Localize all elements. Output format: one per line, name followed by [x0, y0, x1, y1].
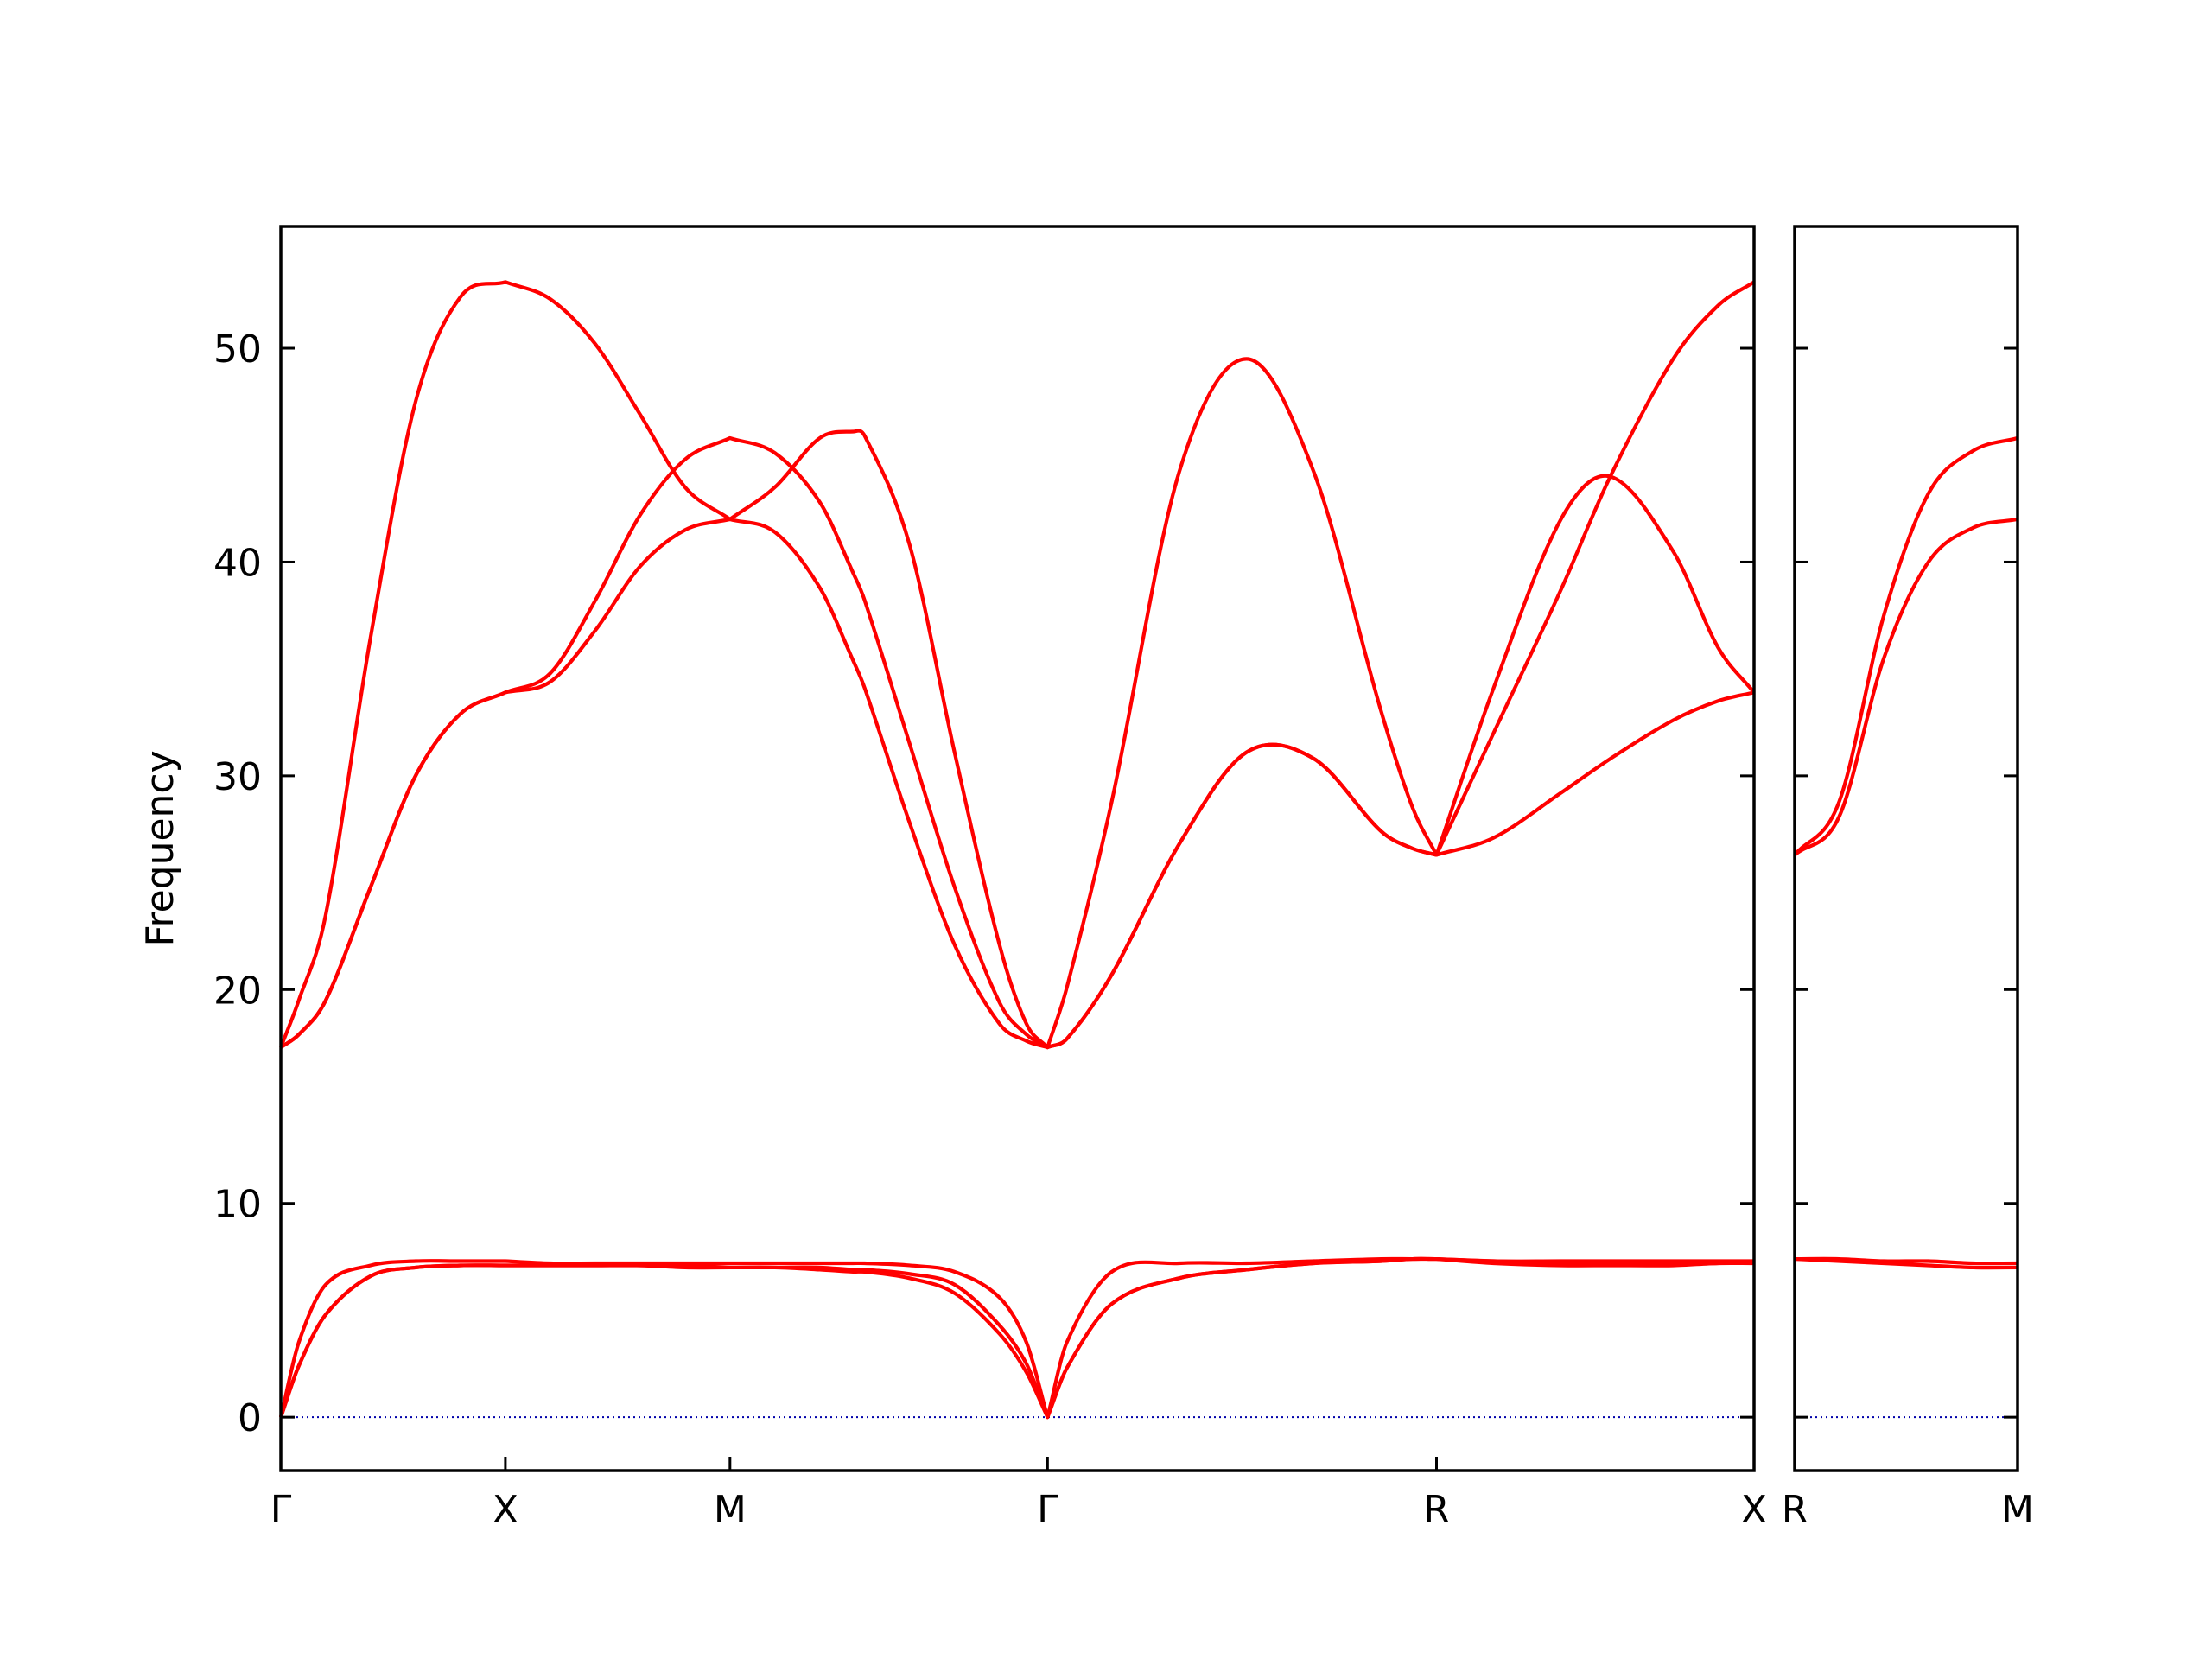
y-tick-label: 20 [213, 969, 262, 1013]
x-tick-label: R [1423, 1488, 1450, 1532]
x-tick-label: Γ [1037, 1488, 1058, 1532]
band-line [279, 435, 1756, 1050]
y-tick-label: 0 [238, 1396, 262, 1440]
x-tick-label: X [493, 1488, 518, 1532]
x-tick-label: X [1741, 1488, 1767, 1532]
y-tick-label: 30 [213, 755, 262, 799]
y-axis-label: Frequency [138, 750, 182, 946]
x-tick-label: M [714, 1488, 747, 1532]
band-line [279, 1256, 1755, 1420]
axes-frame [1793, 225, 2019, 1472]
y-tick-label: 10 [213, 1183, 262, 1227]
band-line [1793, 517, 2018, 857]
x-tick-label: M [2001, 1488, 2034, 1532]
y-tick-label: 50 [213, 327, 262, 372]
y-tick-label: 40 [213, 541, 262, 585]
x-tick-label: R [1782, 1488, 1808, 1532]
x-tick-label: Γ [270, 1488, 292, 1532]
band-line [279, 1256, 1755, 1420]
band-line [279, 280, 1756, 1050]
axes-frame [279, 225, 1756, 1472]
band-line [1793, 435, 2018, 856]
band-line [1794, 1256, 2018, 1266]
band-line [1794, 1256, 2018, 1270]
band-line [278, 1256, 1754, 1420]
band-line [279, 517, 1755, 1050]
